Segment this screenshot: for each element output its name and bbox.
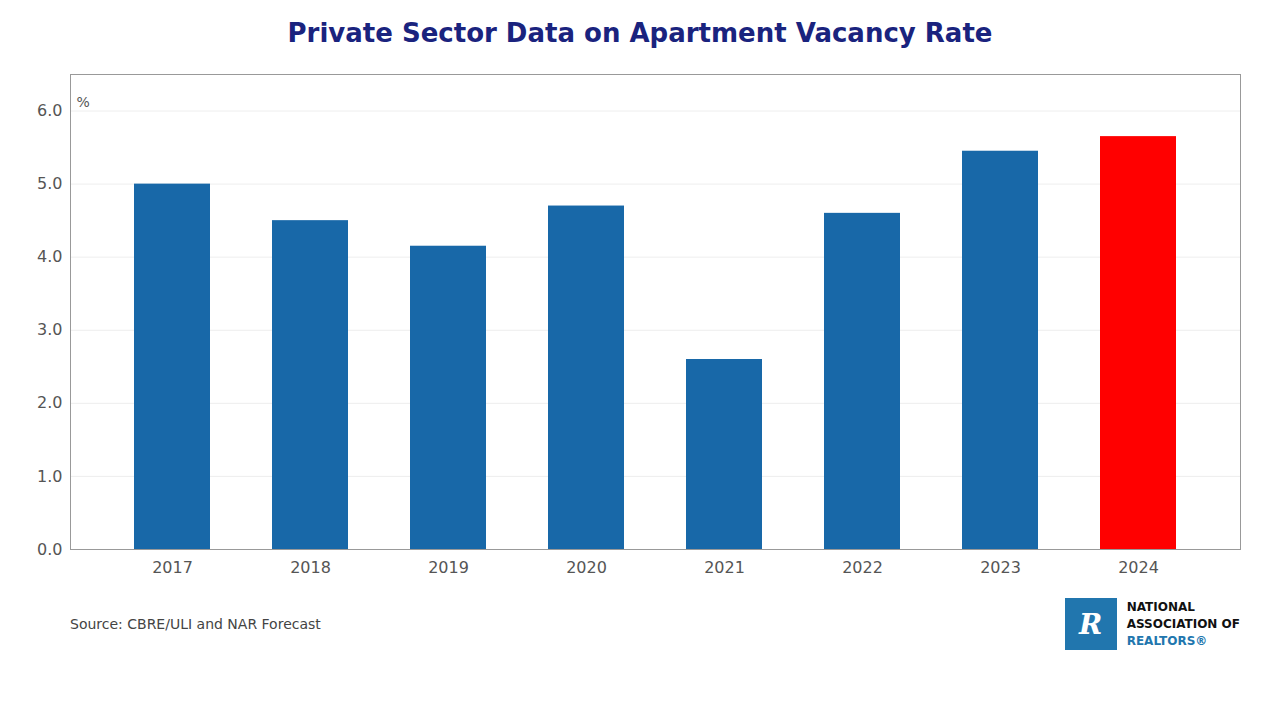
svg-text:%: % xyxy=(77,94,90,110)
svg-text:3.0: 3.0 xyxy=(37,320,62,339)
svg-text:2023: 2023 xyxy=(980,558,1021,577)
svg-text:2018: 2018 xyxy=(290,558,331,577)
html-text:REALTORS®: REALTORS® xyxy=(1126,633,1208,648)
svg-text:0.0: 0.0 xyxy=(37,540,62,559)
svg-text:2024: 2024 xyxy=(1118,558,1159,577)
svg-text:2022: 2022 xyxy=(842,558,883,577)
svg-text:2.0: 2.0 xyxy=(37,393,62,412)
svg-text:6.0: 6.0 xyxy=(37,101,62,120)
html-text:Source: CBRE/ULI and NAR Forec: Source: CBRE/ULI and NAR Forecast xyxy=(70,616,321,632)
svg-text:2019: 2019 xyxy=(428,558,469,577)
svg-text:4.0: 4.0 xyxy=(37,247,62,266)
html-text:R: R xyxy=(1079,607,1103,641)
svg-text:5.0: 5.0 xyxy=(37,174,62,193)
html-text:ASSOCIATION OF: ASSOCIATION OF xyxy=(1126,616,1240,631)
svg-text:2021: 2021 xyxy=(704,558,745,577)
html-text:NATIONAL: NATIONAL xyxy=(1126,599,1195,614)
svg-text:2020: 2020 xyxy=(566,558,607,577)
svg-text:2017: 2017 xyxy=(152,558,193,577)
html-text:Private Sector Data on Apartme: Private Sector Data on Apartment Vacancy… xyxy=(287,18,993,48)
svg-text:1.0: 1.0 xyxy=(37,467,62,486)
